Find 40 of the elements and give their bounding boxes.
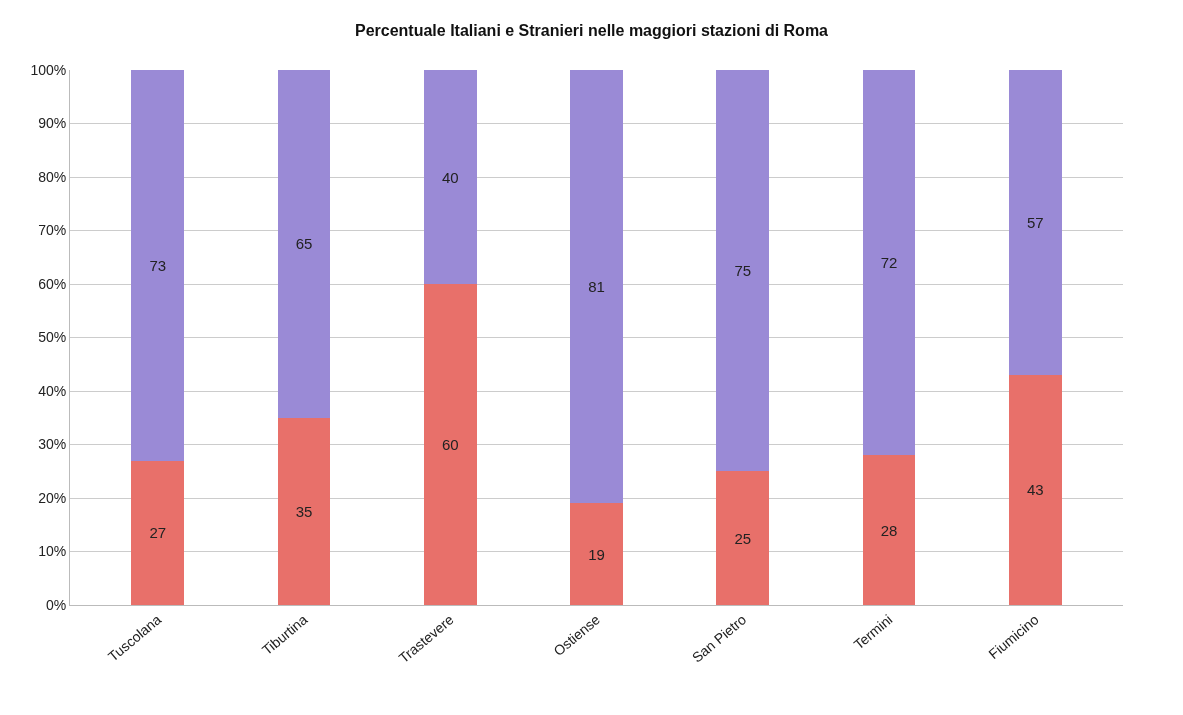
data-label: 60 — [441, 436, 459, 453]
y-tick-label: 30% — [38, 436, 67, 453]
chart-title: Percentuale Italiani e Stranieri nelle maggiori stazioni di Roma — [354, 22, 829, 40]
y-tick-label: 40% — [38, 382, 67, 399]
y-tick-label: 70% — [38, 222, 67, 239]
bar — [716, 471, 770, 605]
y-tick-label: 0% — [45, 596, 67, 613]
data-label: 27 — [149, 524, 167, 542]
y-tick-label: 60% — [38, 275, 67, 292]
data-label: 81 — [588, 278, 605, 296]
bar — [423, 284, 477, 605]
bar — [716, 70, 770, 472]
data-label: 57 — [1026, 213, 1044, 231]
bar — [277, 70, 331, 418]
data-label: 25 — [734, 529, 752, 547]
data-label: 43 — [1026, 481, 1044, 499]
data-label: 35 — [295, 502, 313, 520]
bar — [570, 70, 623, 504]
y-tick-label: 10% — [38, 543, 67, 560]
data-label: 72 — [880, 254, 898, 272]
bar — [277, 417, 331, 605]
bar — [1008, 70, 1062, 375]
data-label: 73 — [149, 256, 167, 274]
y-tick-label: 80% — [38, 168, 67, 185]
data-label: 75 — [734, 262, 752, 280]
y-tick-label: 20% — [38, 489, 67, 506]
bar — [862, 70, 916, 456]
y-tick-label: 50% — [38, 329, 67, 346]
bar — [131, 70, 185, 461]
bar — [131, 460, 185, 605]
data-label: 28 — [880, 521, 898, 539]
data-label: 40 — [441, 168, 459, 186]
y-tick-label: 100% — [30, 61, 67, 78]
y-tick-label: 90% — [38, 115, 67, 132]
bar — [1008, 374, 1062, 605]
bar — [862, 455, 916, 605]
data-label: 65 — [295, 235, 313, 253]
data-label: 19 — [588, 545, 605, 563]
bar — [423, 70, 477, 284]
bar — [570, 503, 623, 605]
